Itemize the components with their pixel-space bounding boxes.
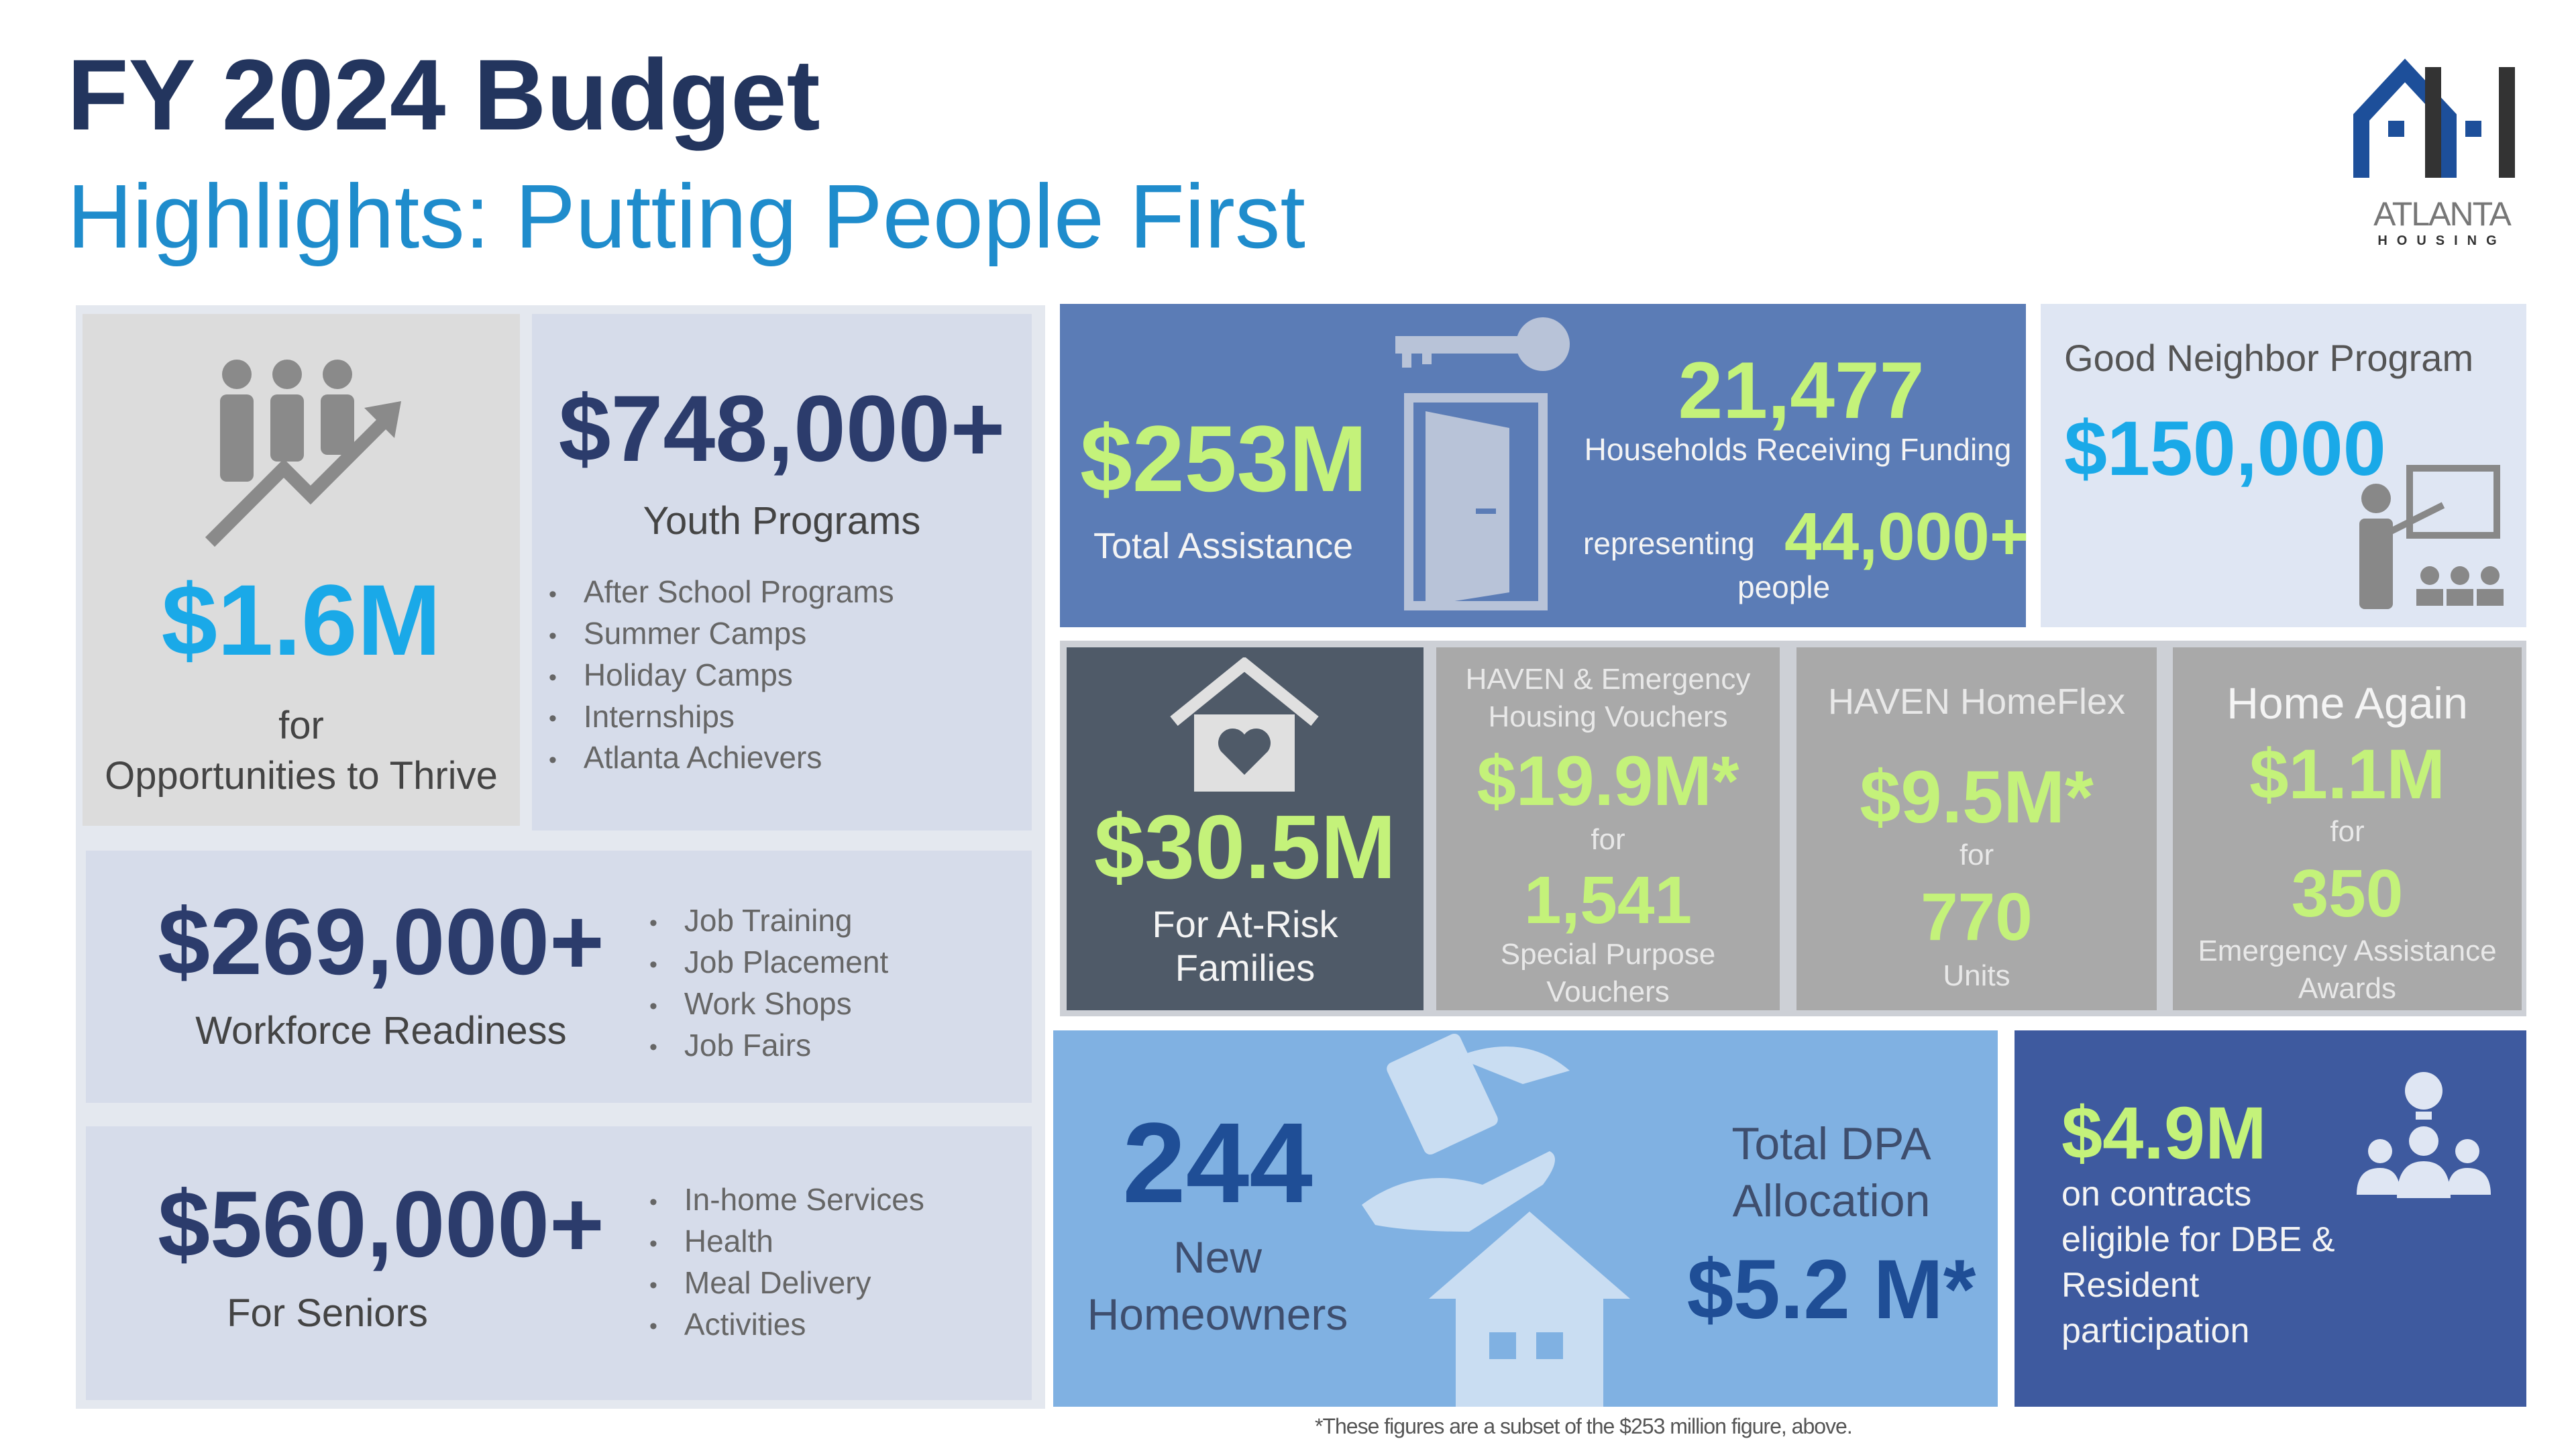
assistance-label: Total Assistance xyxy=(1093,526,1354,566)
list-item: In-home Services xyxy=(649,1180,924,1222)
good-neighbor-amount: $150,000 xyxy=(2064,406,2386,492)
haven-tile: HAVEN & Emergency Housing Vouchers $19.9… xyxy=(1436,647,1780,1010)
people-growth-icon xyxy=(205,360,401,547)
home-again-count: 350 xyxy=(2291,856,2404,931)
youth-list: After School Programs Summer Camps Holid… xyxy=(549,572,894,780)
house-logo-icon xyxy=(2353,58,2515,178)
team-idea-icon xyxy=(2357,1072,2491,1198)
at-risk-tile: $30.5M For At-Risk Families xyxy=(1067,647,1424,1010)
workforce-list: Job Training Job Placement Work Shops Jo… xyxy=(649,901,888,1067)
footnote: *These figures are a subset of the $253 … xyxy=(1315,1414,1853,1438)
logo-subtext: HOUSING xyxy=(2377,233,2506,248)
list-item: Activities xyxy=(649,1305,924,1346)
dpa-label-2: Allocation xyxy=(1732,1175,1931,1226)
homeflex-amount: $9.5M* xyxy=(1860,756,2094,839)
workforce-label: Workforce Readiness xyxy=(195,1009,567,1053)
seniors-amount: $560,000+ xyxy=(158,1171,604,1277)
workforce-tile: $269,000+ Workforce Readiness Job Traini… xyxy=(86,851,1032,1103)
list-item: Summer Camps xyxy=(549,614,894,655)
homeflex-label: Units xyxy=(1943,959,2010,992)
list-item: Work Shops xyxy=(649,984,888,1026)
teacher-class-icon xyxy=(2359,465,2504,609)
contracts-label: on contracts eligible for DBE & Resident… xyxy=(2061,1175,2335,1350)
list-item: Meal Delivery xyxy=(649,1263,924,1305)
haven-amount: $19.9M* xyxy=(1477,742,1739,820)
people-count: 44,000+ xyxy=(1784,499,2029,574)
good-neighbor-title: Good Neighbor Program xyxy=(2064,337,2474,379)
homeowners-label-1: New xyxy=(1173,1232,1263,1282)
list-item: Holiday Camps xyxy=(549,655,894,697)
seniors-label: For Seniors xyxy=(227,1291,428,1335)
people-label: people xyxy=(1737,570,1831,604)
homeowners-count: 244 xyxy=(1122,1099,1313,1227)
representing-label: representing xyxy=(1583,526,1755,561)
home-again-tile: Home Again $1.1M for 350 Emergency Assis… xyxy=(2173,647,2522,1010)
households-count: 21,477 xyxy=(1678,345,1925,435)
assistance-amount: $253M xyxy=(1080,406,1368,511)
thrive-label-for: for xyxy=(278,704,324,747)
workforce-amount: $269,000+ xyxy=(158,889,604,994)
haven-title: HAVEN & Emergency Housing Vouchers xyxy=(1465,663,1751,733)
dpa-amount: $5.2 M* xyxy=(1686,1243,1976,1336)
dpa-label-1: Total DPA xyxy=(1731,1118,1931,1169)
list-item: After School Programs xyxy=(549,572,894,614)
total-assistance-tile: $253M Total Assistance 21,477 Households… xyxy=(1060,304,2029,627)
haven-label: Special Purpose Vouchers xyxy=(1500,938,1716,1008)
homeflex-count: 770 xyxy=(1921,879,2033,955)
households-label: Households Receiving Funding xyxy=(1584,432,2012,467)
homeflex-tile: HAVEN HomeFlex $9.5M* for 770 Units xyxy=(1796,647,2157,1010)
contracts-tile: $4.9M on contracts eligible for DBE & Re… xyxy=(2015,1030,2526,1407)
atlanta-housing-logo: ATLANTA HOUSING xyxy=(2348,57,2536,248)
money-hand-house-icon xyxy=(1362,1033,1630,1407)
logo-text: ATLANTA xyxy=(2373,195,2512,233)
home-again-for: for xyxy=(2330,815,2365,848)
contracts-amount: $4.9M xyxy=(2061,1092,2267,1175)
thrive-amount: $1.6M xyxy=(161,564,441,676)
youth-amount: $748,000+ xyxy=(558,376,1006,481)
seniors-list: In-home Services Health Meal Delivery Ac… xyxy=(649,1180,924,1346)
door-key-icon xyxy=(1395,317,1570,610)
list-item: Job Placement xyxy=(649,943,888,984)
list-item: Job Training xyxy=(649,901,888,943)
home-again-amount: $1.1M xyxy=(2249,735,2445,814)
good-neighbor-tile: Good Neighbor Program $150,000 xyxy=(2041,304,2526,627)
list-item: Health xyxy=(649,1222,924,1263)
page-subtitle: Highlights: Putting People First xyxy=(67,166,1305,267)
homeflex-title: HAVEN HomeFlex xyxy=(1827,682,2126,722)
home-again-title: Home Again xyxy=(2226,678,2468,728)
homeowners-tile: 244 New Homeowners Total DPA Allocation … xyxy=(1053,1030,1998,1407)
homeowners-label-2: Homeowners xyxy=(1087,1289,1348,1339)
home-again-label: Emergency Assistance Awards xyxy=(2198,934,2497,1005)
list-item: Job Fairs xyxy=(649,1026,888,1067)
at-risk-amount: $30.5M xyxy=(1093,796,1397,898)
house-heart-icon xyxy=(1170,657,1319,792)
seniors-tile: $560,000+ For Seniors In-home Services H… xyxy=(86,1126,1032,1400)
haven-count: 1,541 xyxy=(1523,863,1693,938)
youth-label: Youth Programs xyxy=(643,499,921,543)
homeflex-for: for xyxy=(1959,839,1994,871)
list-item: Internships xyxy=(549,697,894,739)
list-item: Atlanta Achievers xyxy=(549,738,894,780)
thrive-label: Opportunities to Thrive xyxy=(105,754,498,798)
haven-for: for xyxy=(1591,823,1625,856)
thrive-tile: $1.6M for Opportunities to Thrive xyxy=(83,314,520,826)
youth-tile: $748,000+ Youth Programs After School Pr… xyxy=(532,314,1032,830)
page-title: FY 2024 Budget xyxy=(67,38,820,151)
at-risk-label-2: Families xyxy=(1175,947,1316,989)
at-risk-label-1: For At-Risk xyxy=(1152,903,1338,945)
